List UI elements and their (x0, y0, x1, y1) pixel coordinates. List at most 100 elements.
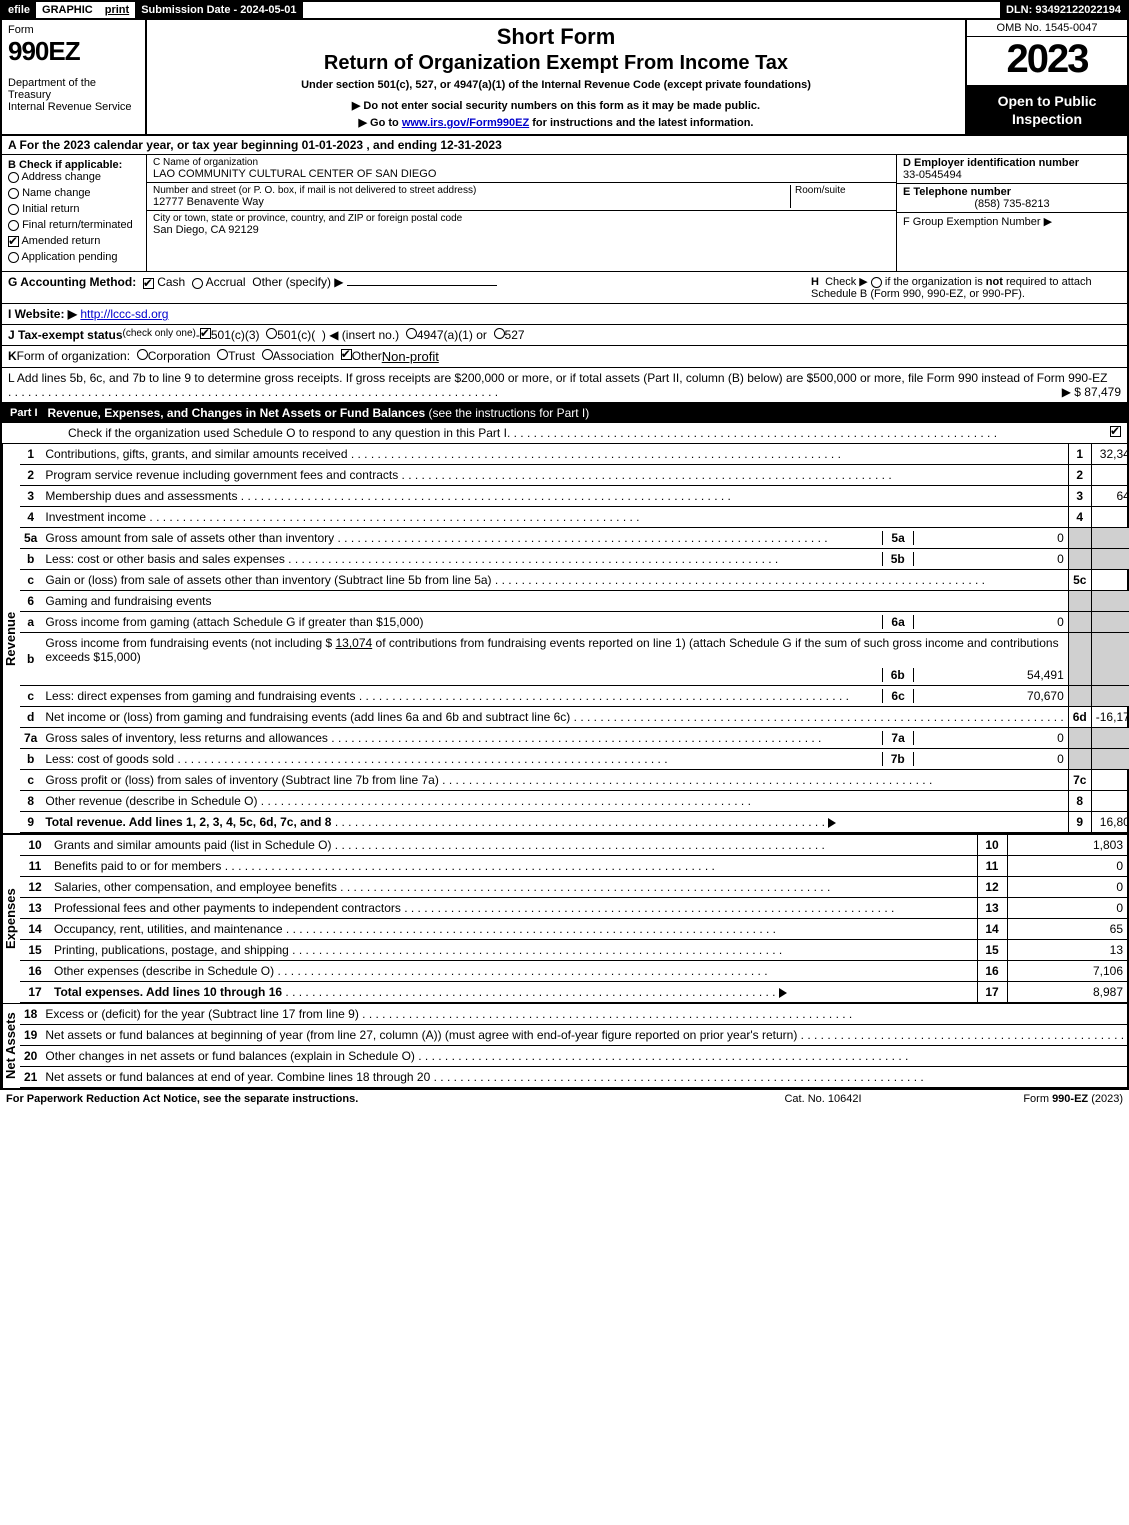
graphic-label: GRAPHIC (36, 2, 99, 18)
subtitle-goto: ▶ Go to www.irs.gov/Form990EZ for instru… (155, 116, 957, 129)
form-header: Form 990EZ Department of the Treasury In… (0, 20, 1129, 136)
chk-address-change[interactable]: Address change (8, 171, 140, 183)
subtitle-section: Under section 501(c), 527, or 4947(a)(1)… (155, 79, 957, 91)
chk-initial-return[interactable]: Initial return (8, 203, 140, 215)
chk-cash[interactable] (143, 278, 154, 289)
print-link[interactable]: print (99, 2, 135, 18)
line-6c: cLess: direct expenses from gaming and f… (20, 686, 1129, 707)
footer-paperwork: For Paperwork Reduction Act Notice, see … (6, 1093, 723, 1105)
netassets-label: Net Assets (2, 1004, 20, 1088)
org-city: San Diego, CA 92129 (153, 224, 890, 236)
line-7b: bLess: cost of goods sold7b0 (20, 749, 1129, 770)
org-name-cell: C Name of organization LAO COMMUNITY CUL… (147, 155, 896, 183)
chk-assoc[interactable] (262, 349, 273, 360)
line-2: 2Program service revenue including gover… (20, 465, 1129, 486)
addr-label: Number and street (or P. O. box, if mail… (153, 185, 790, 196)
dln-label: DLN: 93492122022194 (1000, 2, 1127, 18)
title-short-form: Short Form (155, 24, 957, 50)
header-right: OMB No. 1545-0047 2023 Open to Public In… (967, 20, 1127, 134)
chk-application-pending[interactable]: Application pending (8, 251, 140, 263)
footer-formver: Form 990-EZ (2023) (923, 1093, 1123, 1105)
ein-value: 33-0545494 (903, 169, 1121, 181)
header-center: Short Form Return of Organization Exempt… (147, 20, 967, 134)
group-exemption-cell: F Group Exemption Number ▶ (897, 213, 1127, 230)
line-15: 15Printing, publications, postage, and s… (20, 940, 1127, 961)
header-left: Form 990EZ Department of the Treasury In… (2, 20, 147, 134)
spacer (303, 2, 1001, 18)
chk-final-return[interactable]: Final return/terminated (8, 219, 140, 231)
row-l-gross-receipts: L Add lines 5b, 6c, and 7b to line 9 to … (0, 368, 1129, 403)
form-word: Form (8, 24, 139, 36)
org-addr-cell: Number and street (or P. O. box, if mail… (147, 183, 896, 211)
row-l-text: L Add lines 5b, 6c, and 7b to line 9 to … (8, 371, 1107, 385)
title-return: Return of Organization Exempt From Incom… (155, 52, 957, 75)
org-name-label: C Name of organization (153, 157, 890, 168)
line-8: 8Other revenue (describe in Schedule O)8… (20, 791, 1129, 812)
row-i-website: I Website: ▶ http://lccc-sd.org (0, 304, 1129, 325)
chk-527[interactable] (494, 328, 505, 339)
triangle-icon (828, 818, 836, 828)
row-k-form-org: K Form of organization: Corporation Trus… (0, 346, 1129, 368)
revenue-section: Revenue 1Contributions, gifts, grants, a… (0, 444, 1129, 833)
ein-cell: D Employer identification number 33-0545… (897, 155, 1127, 184)
line-21: 21Net assets or fund balances at end of … (20, 1067, 1129, 1088)
part-1-num: Part I (10, 407, 38, 419)
triangle-icon (779, 988, 787, 998)
part-1-checknote: Check if the organization used Schedule … (0, 423, 1129, 444)
line-7c: cGross profit or (loss) from sales of in… (20, 770, 1129, 791)
line-7a: 7aGross sales of inventory, less returns… (20, 728, 1129, 749)
line-4: 4Investment income40 (20, 507, 1129, 528)
chk-schedule-o[interactable] (1110, 426, 1121, 437)
omb-number: OMB No. 1545-0047 (967, 20, 1127, 37)
line-16: 16Other expenses (describe in Schedule O… (20, 961, 1127, 982)
line-20: 20Other changes in net assets or fund ba… (20, 1046, 1129, 1067)
line-12: 12Salaries, other compensation, and empl… (20, 877, 1127, 898)
ein-label: D Employer identification number (903, 157, 1121, 169)
tel-cell: E Telephone number (858) 735-8213 (897, 184, 1127, 213)
department: Department of the Treasury Internal Reve… (8, 77, 139, 113)
city-label: City or town, state or province, country… (153, 213, 890, 224)
submission-date: Submission Date - 2024-05-01 (135, 2, 302, 18)
chk-501c3[interactable] (200, 328, 211, 339)
chk-4947[interactable] (406, 328, 417, 339)
part-1-title: Revenue, Expenses, and Changes in Net As… (48, 406, 426, 420)
chk-accrual[interactable] (192, 278, 203, 289)
chk-trust[interactable] (217, 349, 228, 360)
revenue-label: Revenue (2, 444, 20, 833)
netassets-section: Net Assets 18Excess or (deficit) for the… (0, 1003, 1129, 1088)
line-6a: aGross income from gaming (attach Schedu… (20, 612, 1129, 633)
line-6: 6Gaming and fundraising events (20, 591, 1129, 612)
chk-corp[interactable] (137, 349, 148, 360)
open-inspection: Open to Public Inspection (967, 86, 1127, 134)
group-exemption-label: F Group Exemption Number ▶ (903, 215, 1121, 228)
form-number: 990EZ (8, 36, 139, 67)
column-b-checkboxes: B Check if applicable: Address change Na… (2, 155, 147, 271)
org-address: 12777 Benavente Way (153, 196, 790, 208)
line-6d: dNet income or (loss) from gaming and fu… (20, 707, 1129, 728)
row-j-tax-exempt: J Tax-exempt status (check only one) - 5… (0, 325, 1129, 346)
tel-label: E Telephone number (903, 186, 1121, 198)
goto-pre: ▶ Go to (359, 117, 402, 129)
line-19: 19Net assets or fund balances at beginni… (20, 1025, 1129, 1046)
expenses-label: Expenses (2, 835, 20, 1003)
row-g-h: G Accounting Method: Cash Accrual Other … (0, 272, 1129, 304)
column-c-org-info: C Name of organization LAO COMMUNITY CUL… (147, 155, 897, 271)
line-18: 18Excess or (deficit) for the year (Subt… (20, 1004, 1129, 1025)
tax-year: 2023 (967, 37, 1127, 86)
irs-link[interactable]: www.irs.gov/Form990EZ (402, 117, 529, 129)
line-14: 14Occupancy, rent, utilities, and mainte… (20, 919, 1127, 940)
chk-other-org[interactable] (341, 349, 352, 360)
line-1: 1Contributions, gifts, grants, and simil… (20, 444, 1129, 465)
chk-501c[interactable] (266, 328, 277, 339)
line-10: 10Grants and similar amounts paid (list … (20, 835, 1127, 856)
chk-schedule-b[interactable] (871, 277, 882, 288)
chk-amended-return[interactable]: Amended return (8, 235, 140, 247)
tel-value: (858) 735-8213 (903, 198, 1121, 210)
website-link[interactable]: http://lccc-sd.org (80, 307, 168, 321)
line-17: 17Total expenses. Add lines 10 through 1… (20, 982, 1127, 1003)
room-label: Room/suite (795, 185, 890, 196)
block-b-through-f: B Check if applicable: Address change Na… (0, 155, 1129, 272)
chk-name-change[interactable]: Name change (8, 187, 140, 199)
line-9: 9Total revenue. Add lines 1, 2, 3, 4, 5c… (20, 812, 1129, 833)
footer-catno: Cat. No. 10642I (723, 1093, 923, 1105)
